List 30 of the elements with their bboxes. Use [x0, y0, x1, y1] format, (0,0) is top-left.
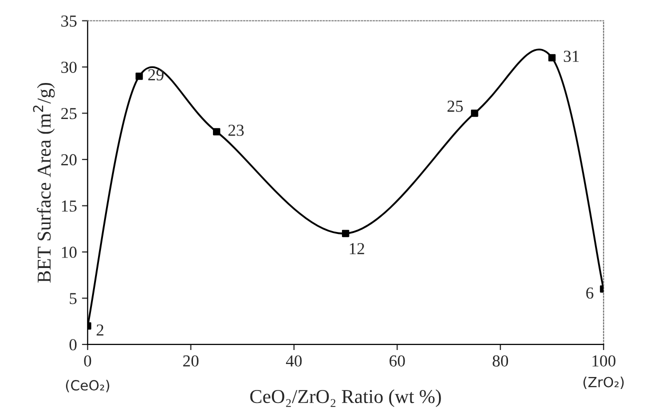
- data-label: 6: [586, 287, 594, 299]
- data-label: 12: [350, 243, 364, 254]
- data-label: 23: [228, 124, 244, 136]
- data-label: 31: [564, 50, 579, 62]
- data-label: 2: [96, 324, 104, 336]
- y-tick-label: 35: [61, 15, 77, 27]
- text: (ZrO₂): [583, 376, 624, 389]
- data-label: 29: [148, 69, 164, 80]
- text: (CeO₂): [66, 380, 110, 392]
- point: [136, 72, 143, 80]
- x-tick-label: 40: [286, 355, 302, 367]
- x-tick-label: 20: [183, 355, 199, 367]
- y-tick-label: 30: [61, 62, 77, 73]
- x-tick-label: 80: [492, 355, 508, 367]
- x-tick-label: 60: [390, 355, 405, 367]
- point: [470, 110, 478, 117]
- y-tick-label: 20: [61, 154, 77, 166]
- point: [212, 128, 220, 136]
- y-tick-label: 15: [62, 200, 77, 212]
- y-tick-label: 25: [61, 108, 77, 120]
- x-tick-label: 100: [592, 355, 616, 367]
- point: [342, 230, 350, 238]
- y-axis-title: BET Surface Area (m$^{2}$/g): [33, 82, 55, 283]
- y-tick-label: 10: [62, 246, 77, 258]
- point: [548, 54, 556, 62]
- y-tick-label: 0: [70, 339, 77, 350]
- x-tick-label: 0: [84, 355, 92, 367]
- x-axis-title: CeO₂/ZrO₂ Ratio (wt %): [250, 389, 441, 408]
- y-tick-label: 5: [70, 293, 77, 304]
- data-label: 25: [448, 100, 463, 112]
